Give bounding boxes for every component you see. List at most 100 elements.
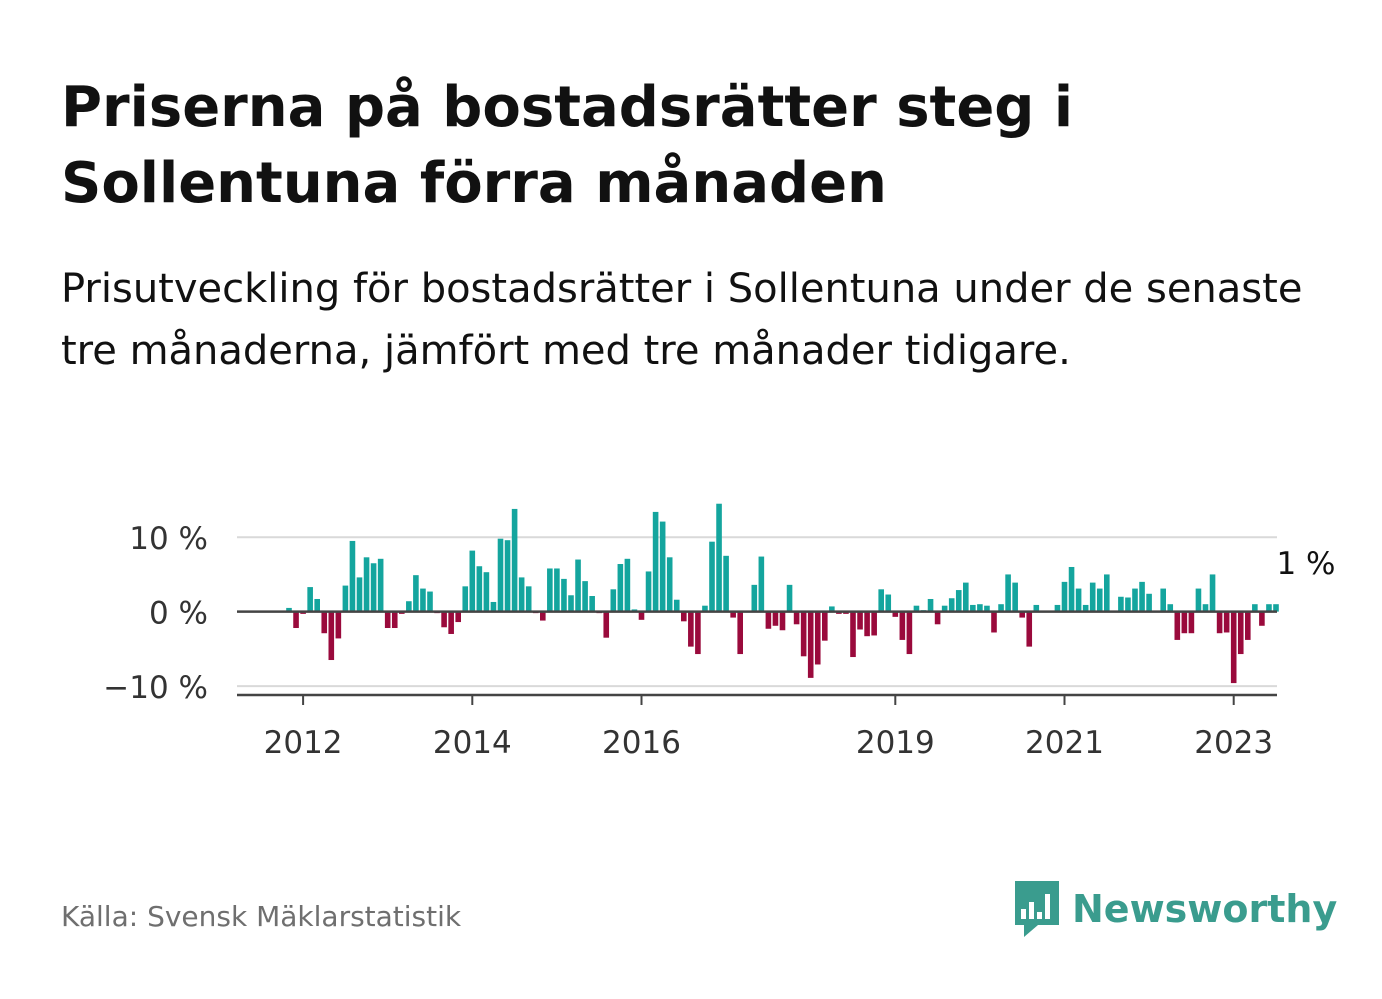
- bar: [511, 508, 518, 612]
- bar: [702, 605, 708, 612]
- bar: [991, 611, 997, 633]
- bar: [1181, 611, 1188, 634]
- bar: [681, 611, 687, 622]
- bar: [610, 589, 617, 612]
- bar: [603, 611, 610, 638]
- axes: 10 % 0 % −10 % 2012 2014 2016 2019 2021 2023 1 %: [103, 521, 1335, 761]
- bar: [391, 611, 398, 629]
- bar: [427, 591, 433, 612]
- bar: [1026, 611, 1033, 647]
- bar: [638, 611, 645, 620]
- bar: [441, 611, 447, 628]
- bar: [1139, 581, 1145, 612]
- bar: [561, 578, 567, 612]
- bar: [1195, 588, 1202, 612]
- bar: [772, 611, 779, 626]
- bar: [335, 611, 342, 639]
- y-tick-label: 10 %: [129, 521, 208, 557]
- bar: [624, 558, 631, 612]
- bar: [934, 611, 941, 625]
- bar: [955, 590, 962, 612]
- bar: [455, 611, 461, 623]
- bar: [948, 598, 955, 612]
- y-tick-label: 0 %: [149, 596, 208, 632]
- bar: [469, 550, 476, 612]
- latest-value-label: 1 %: [1276, 546, 1335, 582]
- bar: [1266, 604, 1272, 612]
- x-tick-label: 2016: [602, 725, 681, 761]
- bar: [1012, 582, 1018, 612]
- bar: [1209, 574, 1216, 612]
- bar: [666, 557, 673, 612]
- bar: [1082, 604, 1089, 612]
- bar: [547, 568, 553, 612]
- bar: [765, 611, 772, 629]
- chart-title: Priserna på bostadsrätter steg i Sollent…: [61, 75, 1074, 216]
- bar: [807, 611, 814, 678]
- bar: [342, 585, 349, 612]
- brand-name: Newsworthy: [1072, 887, 1338, 931]
- bar: [1188, 611, 1195, 634]
- bar: [1167, 604, 1174, 612]
- bar: [892, 611, 899, 617]
- bar: [321, 611, 328, 634]
- bar: [1068, 566, 1075, 612]
- bar: [1132, 588, 1138, 612]
- bar: [1273, 604, 1279, 612]
- newsworthy-logo[interactable]: Newsworthy: [1012, 876, 1337, 942]
- bar: [793, 611, 800, 625]
- bar: [673, 599, 680, 612]
- bar: [913, 605, 920, 612]
- x-tick-label: 2023: [1194, 725, 1273, 761]
- bar: [448, 611, 454, 634]
- bar: [1096, 588, 1103, 612]
- bar: [314, 598, 320, 612]
- chart-subtitle: Prisutveckling för bostadsrätter i Solle…: [61, 266, 1303, 374]
- bar: [370, 563, 377, 612]
- bar: [1005, 574, 1011, 612]
- bar: [659, 521, 666, 612]
- bar: [723, 555, 729, 612]
- bar: [1245, 611, 1251, 640]
- bar: [1033, 604, 1040, 612]
- bar: [941, 605, 948, 612]
- bar: [1160, 588, 1166, 612]
- bar: [779, 611, 786, 631]
- bar: [786, 584, 793, 612]
- bar: [490, 601, 497, 612]
- gridlines: [237, 536, 1277, 688]
- bar: [483, 572, 490, 612]
- bar: [695, 611, 701, 655]
- bar: [1118, 596, 1124, 612]
- bar: [413, 575, 419, 612]
- bar: [307, 587, 313, 612]
- bar: [1089, 582, 1096, 612]
- bar: [328, 611, 335, 661]
- bar: [906, 611, 913, 655]
- bar: [709, 541, 715, 612]
- bar: [504, 540, 511, 612]
- bar: [970, 604, 976, 612]
- bar: [864, 611, 870, 637]
- bar: [1252, 604, 1258, 612]
- bar: [349, 540, 356, 612]
- x-tick-label: 2014: [433, 725, 512, 761]
- bars: [286, 503, 1279, 684]
- bar: [356, 577, 363, 612]
- bar: [1061, 581, 1068, 612]
- bar: [1237, 611, 1244, 655]
- bar: [617, 564, 624, 612]
- x-tick-label: 2012: [264, 725, 343, 761]
- bar: [652, 511, 659, 612]
- bar: [822, 611, 828, 641]
- bar: [1125, 597, 1131, 612]
- bar: [1104, 574, 1110, 612]
- bar: [730, 611, 736, 618]
- bar: [1075, 588, 1082, 612]
- bar: [758, 556, 765, 612]
- bar: [977, 604, 983, 612]
- bar: [688, 611, 694, 647]
- bar: [1223, 611, 1230, 633]
- bar: [462, 586, 469, 612]
- bar: [582, 581, 588, 612]
